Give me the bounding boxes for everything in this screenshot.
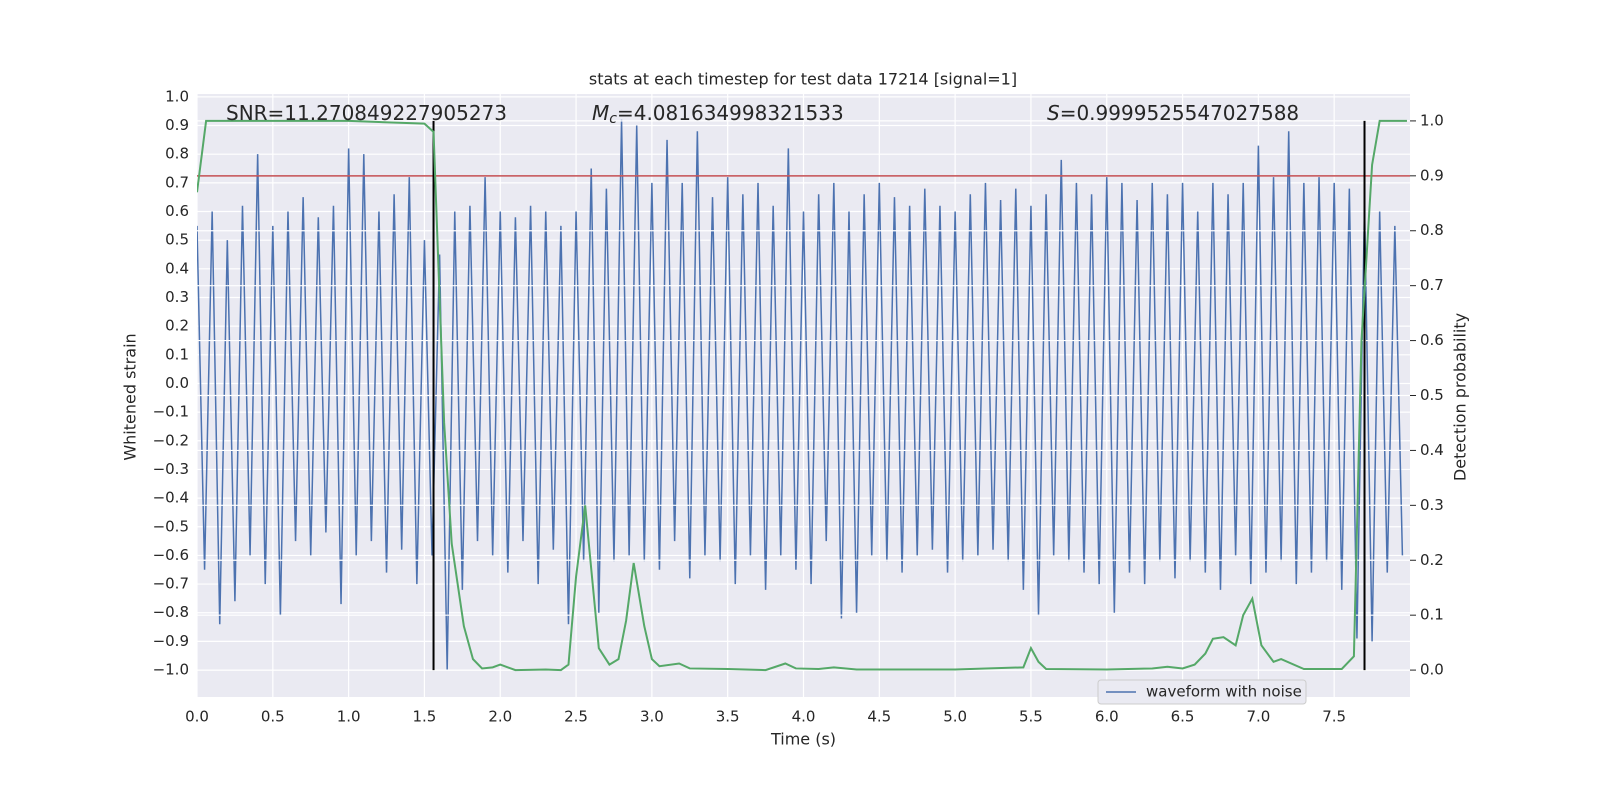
annotation: Mc=4.081634998321533 [592, 101, 844, 128]
annotation-symbol: S [1047, 101, 1060, 125]
legend: waveform with noise [1097, 679, 1307, 705]
annotation-text: =0.9999525547027588 [1060, 101, 1299, 125]
x-tick-label: 6.0 [1095, 708, 1119, 726]
x-tick-label: 3.0 [640, 708, 664, 726]
x-tick-label: 1.0 [337, 708, 361, 726]
y2-tick-label: 0.1 [1420, 606, 1444, 624]
x-tick-label: 1.5 [413, 708, 437, 726]
x-tick-label: 2.0 [488, 708, 512, 726]
x-tick-label: 4.0 [792, 708, 816, 726]
y2-tick-label: 0.9 [1420, 166, 1444, 184]
y2-tick-label: 0.8 [1420, 221, 1444, 239]
x-tick-label: 5.0 [943, 708, 967, 726]
y2-axis-label: Detection probability [1451, 313, 1470, 481]
x-tick-label: 6.5 [1171, 708, 1195, 726]
y-tick-label: −0.7 [153, 575, 189, 593]
x-tick-label: 4.5 [867, 708, 891, 726]
y2-tick-label: 0.7 [1420, 276, 1444, 294]
probability-line [197, 119, 1407, 672]
y-tick-label: 0.1 [165, 345, 189, 363]
y2-tick-label: 1.0 [1420, 111, 1444, 129]
y-tick-label: 0.5 [165, 231, 189, 249]
y2-tick-label: 0.5 [1420, 386, 1444, 404]
x-tick-label: 7.5 [1322, 708, 1346, 726]
y2-tick-label: 0.4 [1420, 441, 1444, 459]
y-tick-label: −0.6 [153, 546, 189, 564]
y-tick-label: 0.6 [165, 202, 189, 220]
y-tick-label: 0.2 [165, 317, 189, 335]
annotation-text: SNR=11.270849227905273 [226, 101, 507, 125]
y-tick-label: −0.1 [153, 403, 189, 421]
chart-title: stats at each timestep for test data 172… [589, 70, 1017, 89]
x-tick-label: 0.0 [185, 708, 209, 726]
annotation: SNR=11.270849227905273 [226, 101, 507, 125]
y2-tick-label: 0.6 [1420, 331, 1444, 349]
x-tick-label: 2.5 [564, 708, 588, 726]
legend-label: waveform with noise [1146, 683, 1302, 701]
y2-tick-label: 0.0 [1420, 661, 1444, 679]
x-axis-label: Time (s) [770, 730, 836, 749]
y-tick-label: 0.9 [165, 116, 189, 134]
y-tick-label: −0.8 [153, 603, 189, 621]
y-tick-label: −0.3 [153, 460, 189, 478]
y-tick-label: 0.8 [165, 145, 189, 163]
annotation-subscript: c [609, 111, 617, 127]
x-tick-label: 0.5 [261, 708, 285, 726]
annotation-text: =4.081634998321533 [617, 101, 844, 125]
y-tick-label: −1.0 [153, 661, 189, 679]
y-axis-label: Whitened strain [121, 333, 140, 460]
x-tick-label: 3.5 [716, 708, 740, 726]
y-tick-label: −0.9 [153, 632, 189, 650]
y-tick-label: 0.7 [165, 173, 189, 191]
legend-box [1097, 679, 1307, 705]
y-tick-label: −0.5 [153, 517, 189, 535]
x-tick-label: 5.5 [1019, 708, 1043, 726]
y-tick-label: −0.4 [153, 489, 189, 507]
y-tick-label: −0.2 [153, 431, 189, 449]
y-tick-label: 0.4 [165, 259, 189, 277]
y-tick-label: 1.0 [165, 87, 189, 105]
annotation: S=0.9999525547027588 [1047, 101, 1299, 125]
y2-tick-label: 0.2 [1420, 551, 1444, 569]
annotation-symbol: M [592, 101, 609, 125]
x-tick-label: 7.0 [1246, 708, 1270, 726]
y2-tick-label: 0.3 [1420, 496, 1444, 514]
y-tick-label: 0.3 [165, 288, 189, 306]
y-tick-label: 0.0 [165, 374, 189, 392]
waveform-line [197, 119, 1404, 671]
